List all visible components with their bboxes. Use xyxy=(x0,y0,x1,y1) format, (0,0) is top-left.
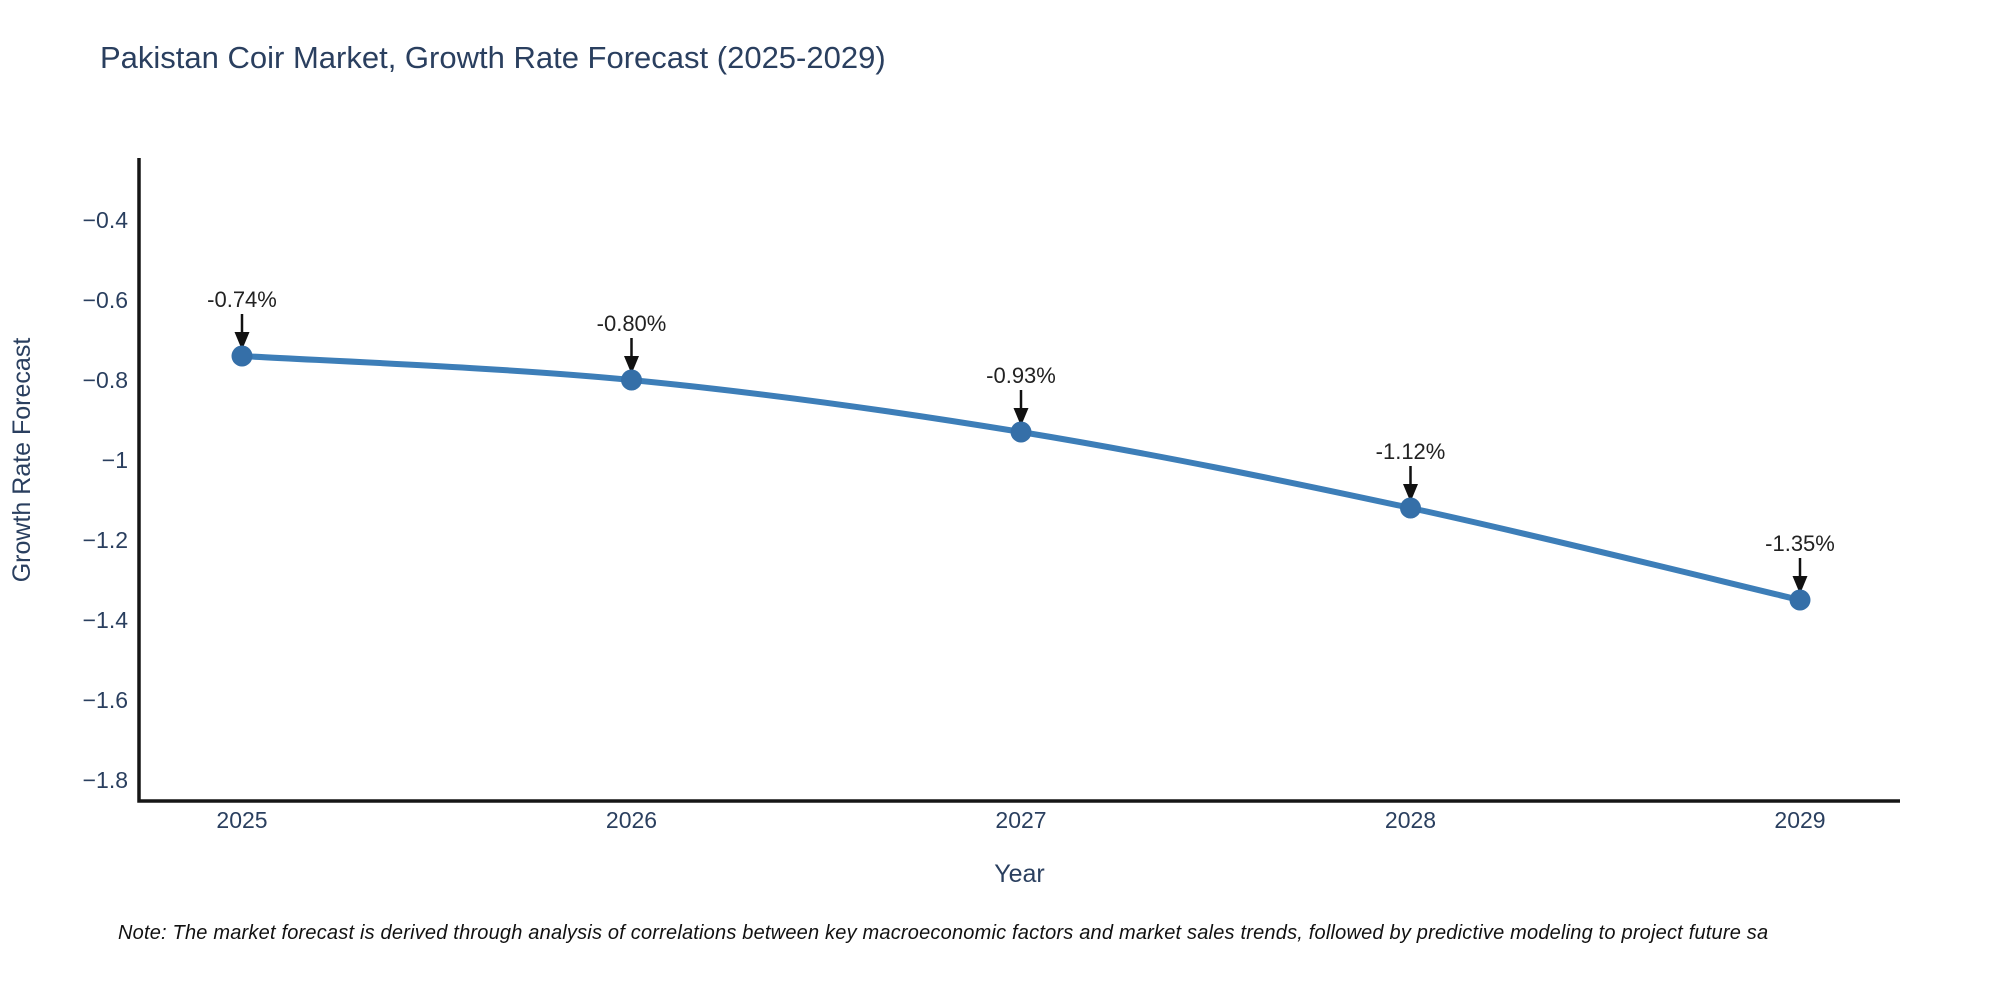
point-value-label: -0.80% xyxy=(597,311,667,336)
data-point-marker[interactable] xyxy=(231,345,253,367)
y-tick-label: −1 xyxy=(102,447,128,473)
x-tick-label: 2029 xyxy=(1774,807,1825,833)
data-point-marker[interactable] xyxy=(1010,421,1032,443)
y-tick-label: −1.6 xyxy=(83,687,128,713)
x-tick-label: 2027 xyxy=(995,807,1046,833)
annotation-arrowhead-icon xyxy=(624,356,639,374)
annotation-arrowhead-icon xyxy=(234,332,250,350)
x-tick-label: 2026 xyxy=(606,807,657,833)
y-tick-label: −0.6 xyxy=(83,287,128,313)
data-point-marker[interactable] xyxy=(1789,589,1811,611)
footnote: Note: The market forecast is derived thr… xyxy=(118,922,1769,944)
point-value-label: -0.93% xyxy=(986,363,1056,388)
annotation-arrowhead-icon xyxy=(1013,408,1029,426)
annotation-arrowhead-icon xyxy=(1792,576,1808,594)
y-tick-label: −0.4 xyxy=(83,207,129,233)
point-value-label: -1.35% xyxy=(1765,531,1835,556)
point-value-label: -1.12% xyxy=(1376,439,1446,464)
x-tick-label: 2025 xyxy=(216,807,267,833)
point-value-label: -0.74% xyxy=(207,287,277,312)
data-point-marker[interactable] xyxy=(1400,497,1421,519)
y-tick-label: −1.8 xyxy=(83,767,128,793)
y-tick-label: −1.4 xyxy=(83,607,129,633)
data-point-marker[interactable] xyxy=(621,369,642,391)
annotation-arrowhead-icon xyxy=(1403,484,1418,502)
y-tick-label: −1.2 xyxy=(83,527,128,553)
x-tick-label: 2028 xyxy=(1385,807,1436,833)
y-axis-title: Growth Rate Forecast xyxy=(8,338,36,583)
axis-lines xyxy=(137,158,1900,803)
y-tick-label: −0.8 xyxy=(83,367,128,393)
chart-title: Pakistan Coir Market, Growth Rate Foreca… xyxy=(100,40,886,75)
x-axis-title: Year xyxy=(994,860,1045,888)
